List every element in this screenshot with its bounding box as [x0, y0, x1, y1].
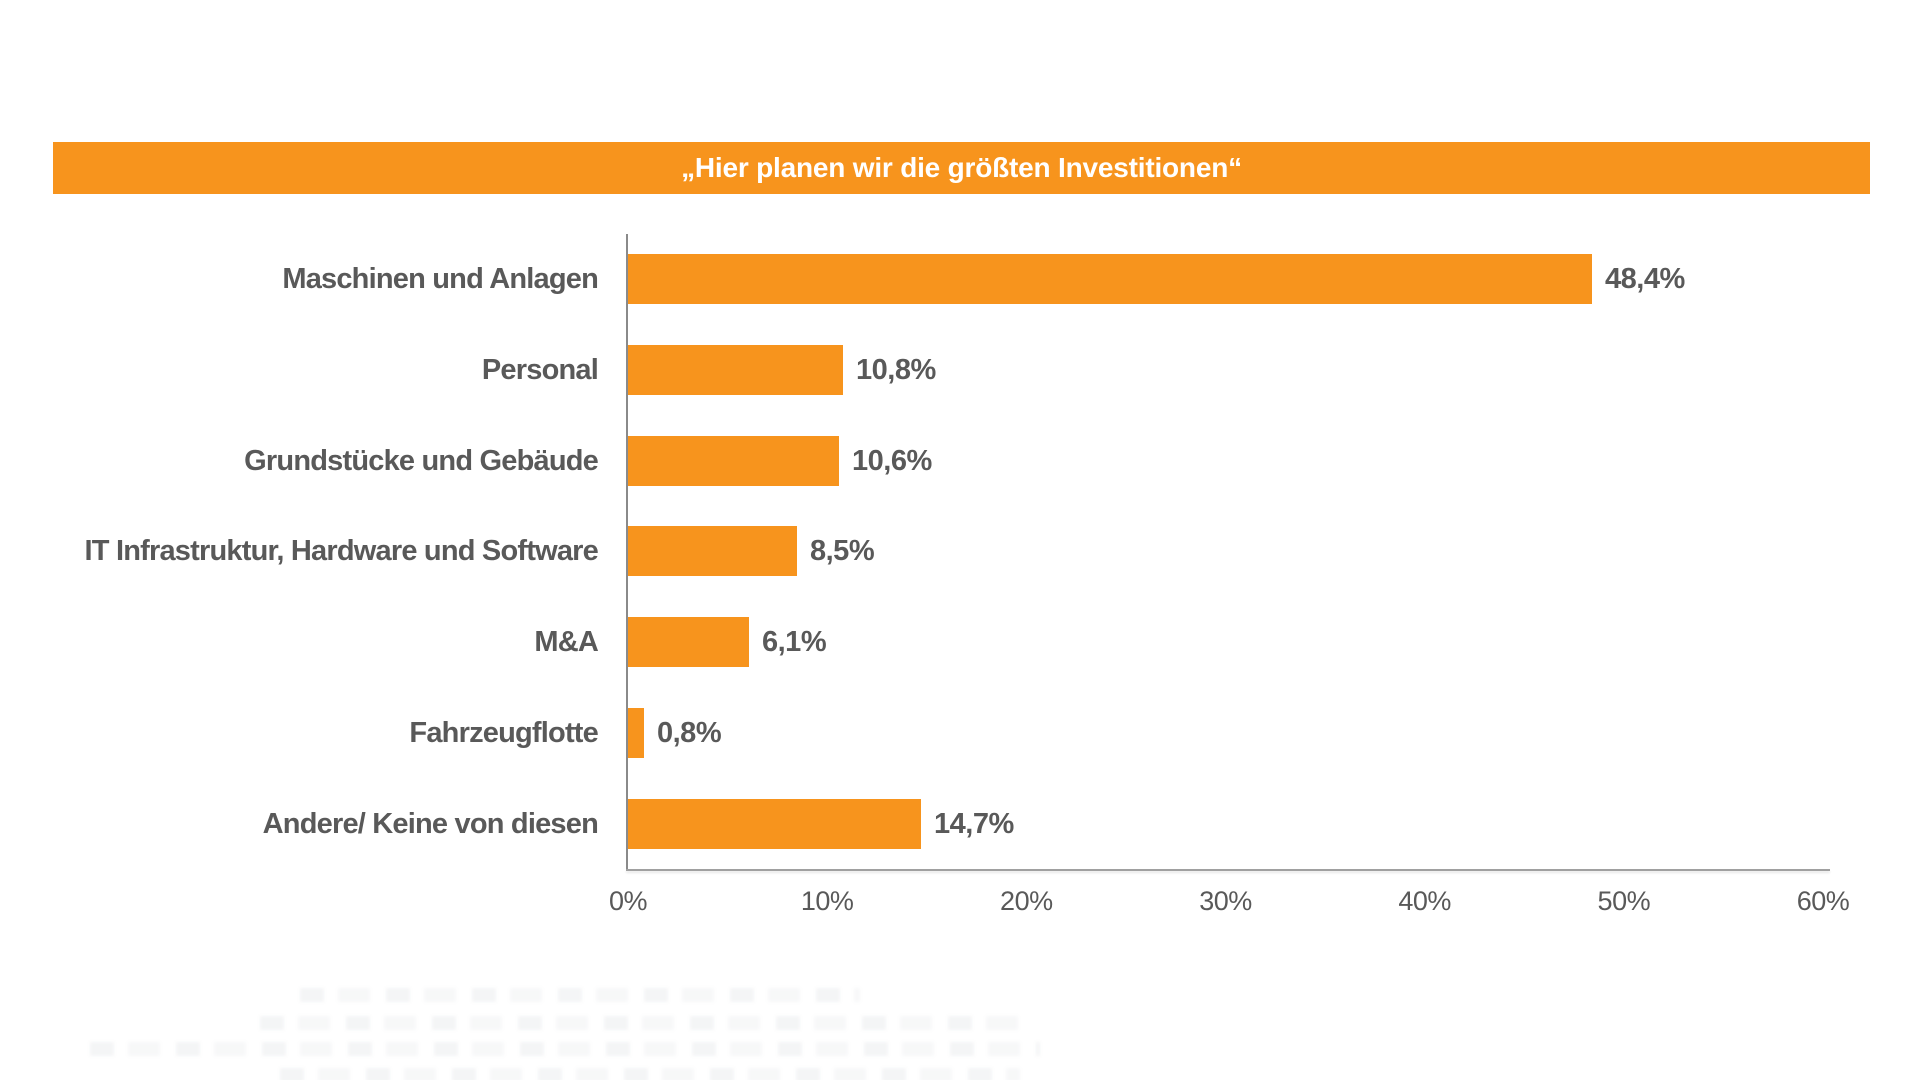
bar [628, 617, 749, 668]
x-tick-label: 0% [608, 886, 648, 916]
x-axis-line [626, 869, 1830, 871]
value-label: 14,7% [934, 807, 1014, 840]
category-label: M&A [534, 626, 598, 659]
category-label: Grundstücke und Gebäude [244, 444, 599, 477]
bar [628, 345, 843, 396]
value-label: 0,8% [657, 716, 722, 749]
x-tick-label: 40% [1398, 886, 1451, 916]
y-axis-line [626, 234, 628, 871]
bar [628, 254, 1592, 305]
value-label: 8,5% [810, 535, 875, 568]
bar [628, 707, 644, 758]
bar [628, 798, 921, 849]
value-label: 10,6% [852, 444, 932, 477]
x-tick-label: 30% [1199, 886, 1252, 916]
category-label: Andere/ Keine von diesen [262, 807, 599, 840]
bar [628, 435, 839, 486]
chart-title: „Hier planen wir die größten Investition… [681, 152, 1242, 183]
category-label: IT Infrastruktur, Hardware und Software [84, 535, 599, 568]
x-tick-label: 10% [800, 886, 854, 916]
bar [628, 526, 797, 577]
category-label: Personal [481, 354, 599, 387]
category-label: Maschinen und Anlagen [282, 263, 598, 296]
x-tick-label: 60% [1796, 886, 1850, 916]
category-label: Fahrzeugflotte [409, 716, 598, 749]
value-label: 10,8% [856, 354, 936, 387]
x-tick-label: 50% [1597, 886, 1651, 916]
x-tick-label: 20% [1000, 886, 1053, 916]
value-label: 6,1% [762, 626, 827, 659]
chart-title-banner: „Hier planen wir die größten Investition… [53, 142, 1870, 194]
value-label: 48,4% [1605, 263, 1685, 296]
